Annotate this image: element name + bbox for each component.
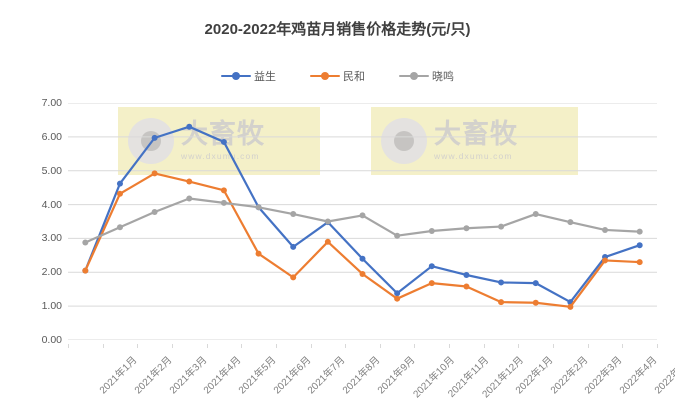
- data-point[interactable]: [290, 274, 297, 281]
- legend-marker-icon: [399, 71, 429, 81]
- data-point[interactable]: [290, 211, 297, 218]
- x-axis-tick-mark: [241, 344, 243, 348]
- chart-title: 2020-2022年鸡苗月销售价格走势(元/只): [204, 21, 471, 38]
- data-point[interactable]: [428, 227, 435, 234]
- data-point[interactable]: [255, 204, 262, 211]
- x-axis-tick-mark: [414, 344, 416, 348]
- x-axis-tick-mark: [171, 344, 173, 348]
- x-axis-tick-mark: [345, 344, 347, 348]
- data-point[interactable]: [602, 257, 609, 264]
- legend-label: 晓鸣: [432, 71, 454, 83]
- data-point[interactable]: [220, 187, 227, 194]
- x-axis-tick-mark: [622, 344, 624, 348]
- data-point[interactable]: [394, 295, 401, 302]
- legend-item-3[interactable]: 晓鸣: [399, 68, 454, 84]
- y-axis-tick-label: 0.00: [41, 334, 62, 346]
- legend-marker-icon: [221, 71, 251, 81]
- data-point[interactable]: [463, 283, 470, 290]
- x-axis-tick-mark: [310, 344, 312, 348]
- x-axis-tick-mark: [483, 344, 485, 348]
- data-point[interactable]: [532, 299, 539, 306]
- y-axis: 7.00 6.00 5.00 4.00 3.00 2.00 1.00 0.00: [14, 97, 62, 346]
- data-point[interactable]: [220, 138, 227, 145]
- x-axis-tick-mark: [379, 344, 381, 348]
- legend-item-2[interactable]: 民和: [310, 68, 365, 84]
- data-point[interactable]: [82, 239, 89, 246]
- data-point[interactable]: [359, 255, 366, 262]
- data-point[interactable]: [394, 290, 401, 297]
- data-point[interactable]: [324, 218, 331, 225]
- data-point[interactable]: [116, 180, 123, 187]
- legend-item-1[interactable]: 益生: [221, 68, 276, 84]
- x-axis-tick-mark: [553, 344, 555, 348]
- data-point[interactable]: [636, 242, 643, 249]
- legend-label: 民和: [343, 71, 365, 83]
- data-point[interactable]: [359, 212, 366, 219]
- data-point[interactable]: [116, 224, 123, 231]
- y-axis-tick-label: 3.00: [41, 232, 62, 245]
- series-line: [84, 172, 641, 308]
- legend-marker-icon: [310, 71, 340, 81]
- data-point[interactable]: [394, 232, 401, 239]
- series-line: [84, 197, 641, 244]
- data-point[interactable]: [186, 123, 193, 130]
- series-3: [82, 195, 643, 246]
- data-point[interactable]: [602, 226, 609, 233]
- data-point[interactable]: [151, 209, 158, 216]
- x-axis-tick-mark: [518, 344, 520, 348]
- data-point[interactable]: [567, 219, 574, 226]
- y-axis-tick-label: 6.00: [41, 130, 62, 143]
- y-axis-tick-label: 7.00: [41, 97, 62, 109]
- data-point[interactable]: [498, 299, 505, 306]
- data-point[interactable]: [324, 238, 331, 245]
- chart-legend: 益生 民和 晓鸣: [0, 68, 675, 84]
- data-point[interactable]: [463, 271, 470, 278]
- x-axis-tick-mark: [102, 344, 104, 348]
- series-2: [82, 170, 643, 310]
- data-point[interactable]: [567, 303, 574, 310]
- data-point[interactable]: [290, 243, 297, 250]
- data-point[interactable]: [498, 279, 505, 286]
- data-point[interactable]: [151, 170, 158, 177]
- plot-area: [68, 103, 657, 340]
- data-point[interactable]: [636, 259, 643, 266]
- data-point[interactable]: [186, 178, 193, 185]
- legend-label: 益生: [254, 71, 276, 83]
- data-point[interactable]: [82, 267, 89, 274]
- x-axis-tick-mark: [206, 344, 208, 348]
- x-axis-tick-mark: [275, 344, 277, 348]
- y-axis-tick-label: 4.00: [41, 198, 62, 211]
- data-point[interactable]: [116, 190, 123, 197]
- data-point[interactable]: [532, 211, 539, 218]
- x-axis-tick-mark: [137, 344, 139, 348]
- data-point[interactable]: [151, 134, 158, 141]
- x-axis-tick-mark: [68, 344, 69, 348]
- data-point[interactable]: [636, 228, 643, 235]
- data-point[interactable]: [220, 199, 227, 206]
- data-point[interactable]: [186, 195, 193, 202]
- x-axis-tick-mark: [449, 344, 451, 348]
- y-axis-tick-label: 1.00: [41, 300, 62, 313]
- data-point[interactable]: [428, 280, 435, 287]
- data-point[interactable]: [498, 223, 505, 230]
- data-point[interactable]: [359, 270, 366, 277]
- data-point[interactable]: [463, 225, 470, 232]
- data-point[interactable]: [428, 263, 435, 270]
- data-point[interactable]: [255, 250, 262, 257]
- x-axis-tick-mark: [657, 344, 658, 348]
- data-point[interactable]: [532, 280, 539, 287]
- x-axis-tick-mark: [587, 344, 589, 348]
- y-axis-tick-label: 5.00: [41, 164, 62, 177]
- x-axis: 2021年1月 2021年2月 2021年3月 2021年4月 2021年5月 2021年…: [68, 344, 675, 414]
- y-axis-tick-label: 2.00: [41, 266, 62, 279]
